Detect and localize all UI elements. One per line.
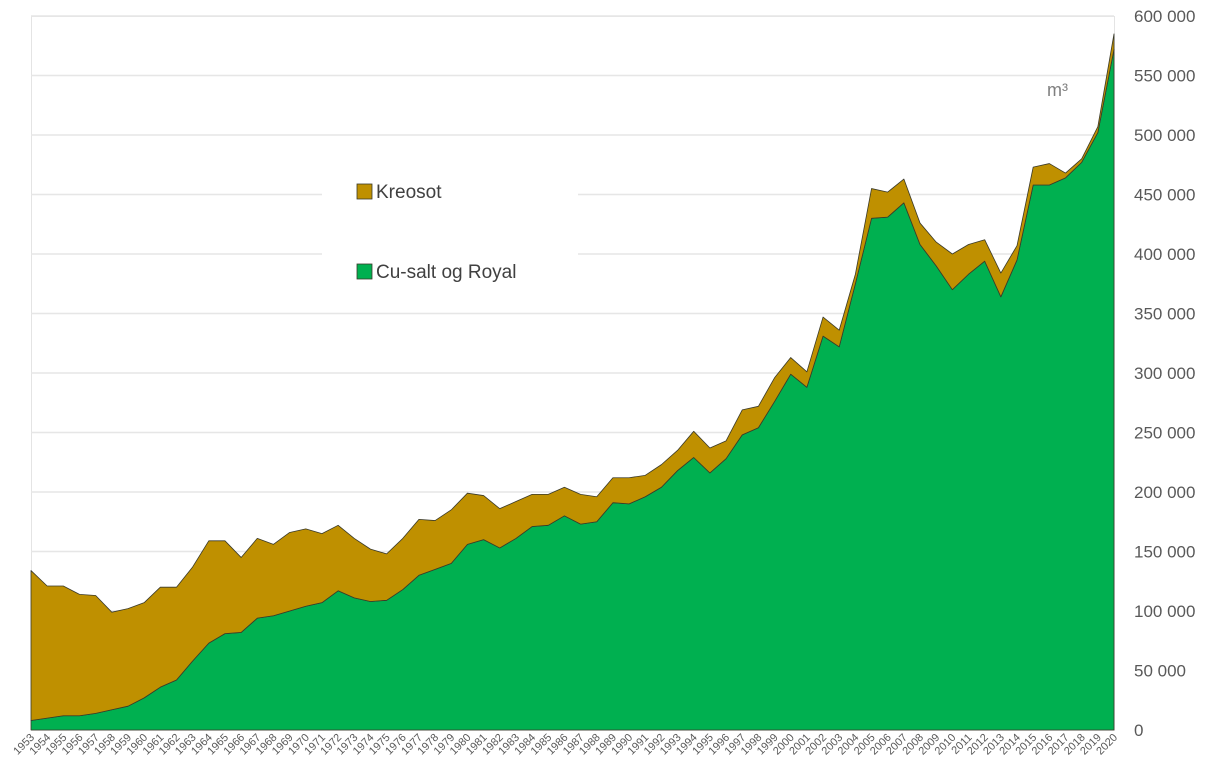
y-tick-label: 250 000 bbox=[1134, 424, 1195, 443]
y-axis-ticks: 0 50 000 100 000 150 000 200 000 250 000 300 0… bbox=[1134, 7, 1195, 740]
y-tick-label: 150 000 bbox=[1134, 543, 1195, 562]
x-axis-ticks: 1953195419551956195719581959196019611962… bbox=[11, 732, 1120, 758]
legend-label: Cu-salt og Royal bbox=[376, 262, 516, 283]
y-tick-label: 300 000 bbox=[1134, 364, 1195, 383]
y-tick-label: 50 000 bbox=[1134, 662, 1186, 681]
y-tick-label: 550 000 bbox=[1134, 67, 1195, 86]
y-tick-label: 200 000 bbox=[1134, 483, 1195, 502]
legend-swatch bbox=[356, 263, 373, 280]
legend-label: Kreosot bbox=[376, 182, 442, 203]
y-tick-label: 450 000 bbox=[1134, 186, 1195, 205]
y-tick-label: 100 000 bbox=[1134, 602, 1195, 621]
y-tick-label: 350 000 bbox=[1134, 305, 1195, 324]
y-tick-label: 600 000 bbox=[1134, 7, 1195, 26]
y-tick-label: 0 bbox=[1134, 721, 1143, 740]
legend: Kreosot Cu-salt og Royal bbox=[322, 168, 578, 294]
legend-swatch bbox=[356, 183, 373, 200]
series-areas bbox=[30, 33, 1115, 731]
unit-label: m³ bbox=[1047, 80, 1068, 100]
area-series-kreosot bbox=[30, 33, 1115, 721]
y-tick-label: 400 000 bbox=[1134, 245, 1195, 264]
y-tick-label: 500 000 bbox=[1134, 126, 1195, 145]
